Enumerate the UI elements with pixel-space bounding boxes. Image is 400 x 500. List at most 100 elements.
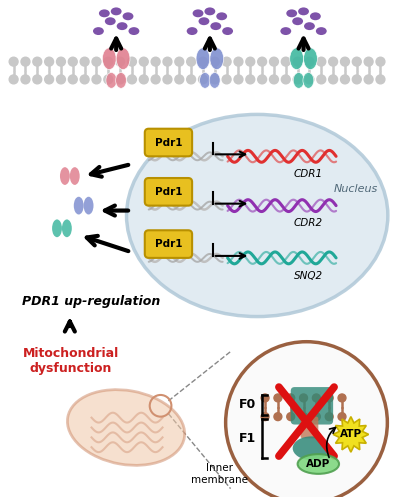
FancyBboxPatch shape [145,230,192,258]
Circle shape [45,75,54,84]
Circle shape [151,75,160,84]
Ellipse shape [126,114,388,316]
Circle shape [376,75,385,84]
Circle shape [116,75,124,84]
Circle shape [45,57,54,66]
Circle shape [270,57,278,66]
Circle shape [274,394,282,402]
Circle shape [305,75,314,84]
Text: Inner
membrane: Inner membrane [191,463,248,484]
Ellipse shape [93,27,104,35]
Circle shape [300,394,308,402]
Circle shape [151,57,160,66]
Circle shape [222,75,231,84]
Circle shape [187,75,196,84]
Ellipse shape [216,12,227,20]
Ellipse shape [210,48,224,70]
Text: CDR1: CDR1 [294,169,323,179]
Circle shape [234,75,243,84]
Circle shape [92,75,101,84]
Ellipse shape [105,18,116,25]
Text: ATP: ATP [340,430,362,440]
Ellipse shape [298,454,339,474]
Text: Mitochondrial
dysfunction: Mitochondrial dysfunction [22,346,119,374]
Ellipse shape [293,72,304,88]
Circle shape [287,412,295,420]
Circle shape [300,412,308,420]
Circle shape [305,57,314,66]
Text: F0: F0 [239,398,256,411]
Ellipse shape [193,10,204,18]
Ellipse shape [74,196,84,214]
Circle shape [198,57,207,66]
Circle shape [338,412,346,420]
Circle shape [104,57,113,66]
Ellipse shape [304,22,315,30]
FancyBboxPatch shape [145,128,192,156]
Text: ADP: ADP [306,459,330,469]
Circle shape [261,412,269,420]
Circle shape [68,75,77,84]
Circle shape [317,75,326,84]
Text: PDR1 up-regulation: PDR1 up-regulation [22,295,161,308]
Circle shape [364,57,373,66]
Ellipse shape [122,12,134,20]
Ellipse shape [200,72,210,88]
Ellipse shape [116,72,126,88]
Circle shape [80,57,89,66]
FancyBboxPatch shape [291,387,333,424]
Circle shape [163,57,172,66]
Circle shape [258,75,266,84]
Circle shape [376,57,385,66]
Circle shape [222,57,231,66]
Circle shape [287,394,295,402]
Ellipse shape [304,48,317,70]
Ellipse shape [84,196,94,214]
Ellipse shape [111,8,122,16]
Ellipse shape [60,167,70,185]
Circle shape [128,57,136,66]
Circle shape [317,57,326,66]
Circle shape [293,75,302,84]
Ellipse shape [128,27,139,35]
Circle shape [340,57,349,66]
Circle shape [261,394,269,402]
Circle shape [340,75,349,84]
Ellipse shape [99,10,110,18]
Circle shape [175,75,184,84]
Circle shape [56,75,65,84]
Ellipse shape [303,72,314,88]
Ellipse shape [204,8,215,16]
Circle shape [56,57,65,66]
Circle shape [9,57,18,66]
Ellipse shape [292,18,303,25]
Ellipse shape [70,167,80,185]
Text: Pdr1: Pdr1 [155,138,182,147]
FancyBboxPatch shape [300,416,318,438]
Circle shape [270,75,278,84]
Circle shape [234,57,243,66]
Circle shape [329,75,338,84]
Circle shape [246,75,255,84]
Ellipse shape [290,48,304,70]
Circle shape [274,412,282,420]
Ellipse shape [68,390,185,466]
Circle shape [281,57,290,66]
Circle shape [293,57,302,66]
Text: CDR2: CDR2 [294,218,323,228]
Ellipse shape [310,12,321,20]
Ellipse shape [52,220,62,237]
Circle shape [210,57,219,66]
Circle shape [9,75,18,84]
Ellipse shape [210,22,221,30]
Circle shape [352,57,361,66]
Circle shape [163,75,172,84]
Circle shape [312,412,320,420]
Circle shape [33,57,42,66]
Circle shape [312,394,320,402]
Ellipse shape [196,48,210,70]
Circle shape [325,394,333,402]
Ellipse shape [102,48,116,70]
Circle shape [226,342,387,500]
Circle shape [329,57,338,66]
